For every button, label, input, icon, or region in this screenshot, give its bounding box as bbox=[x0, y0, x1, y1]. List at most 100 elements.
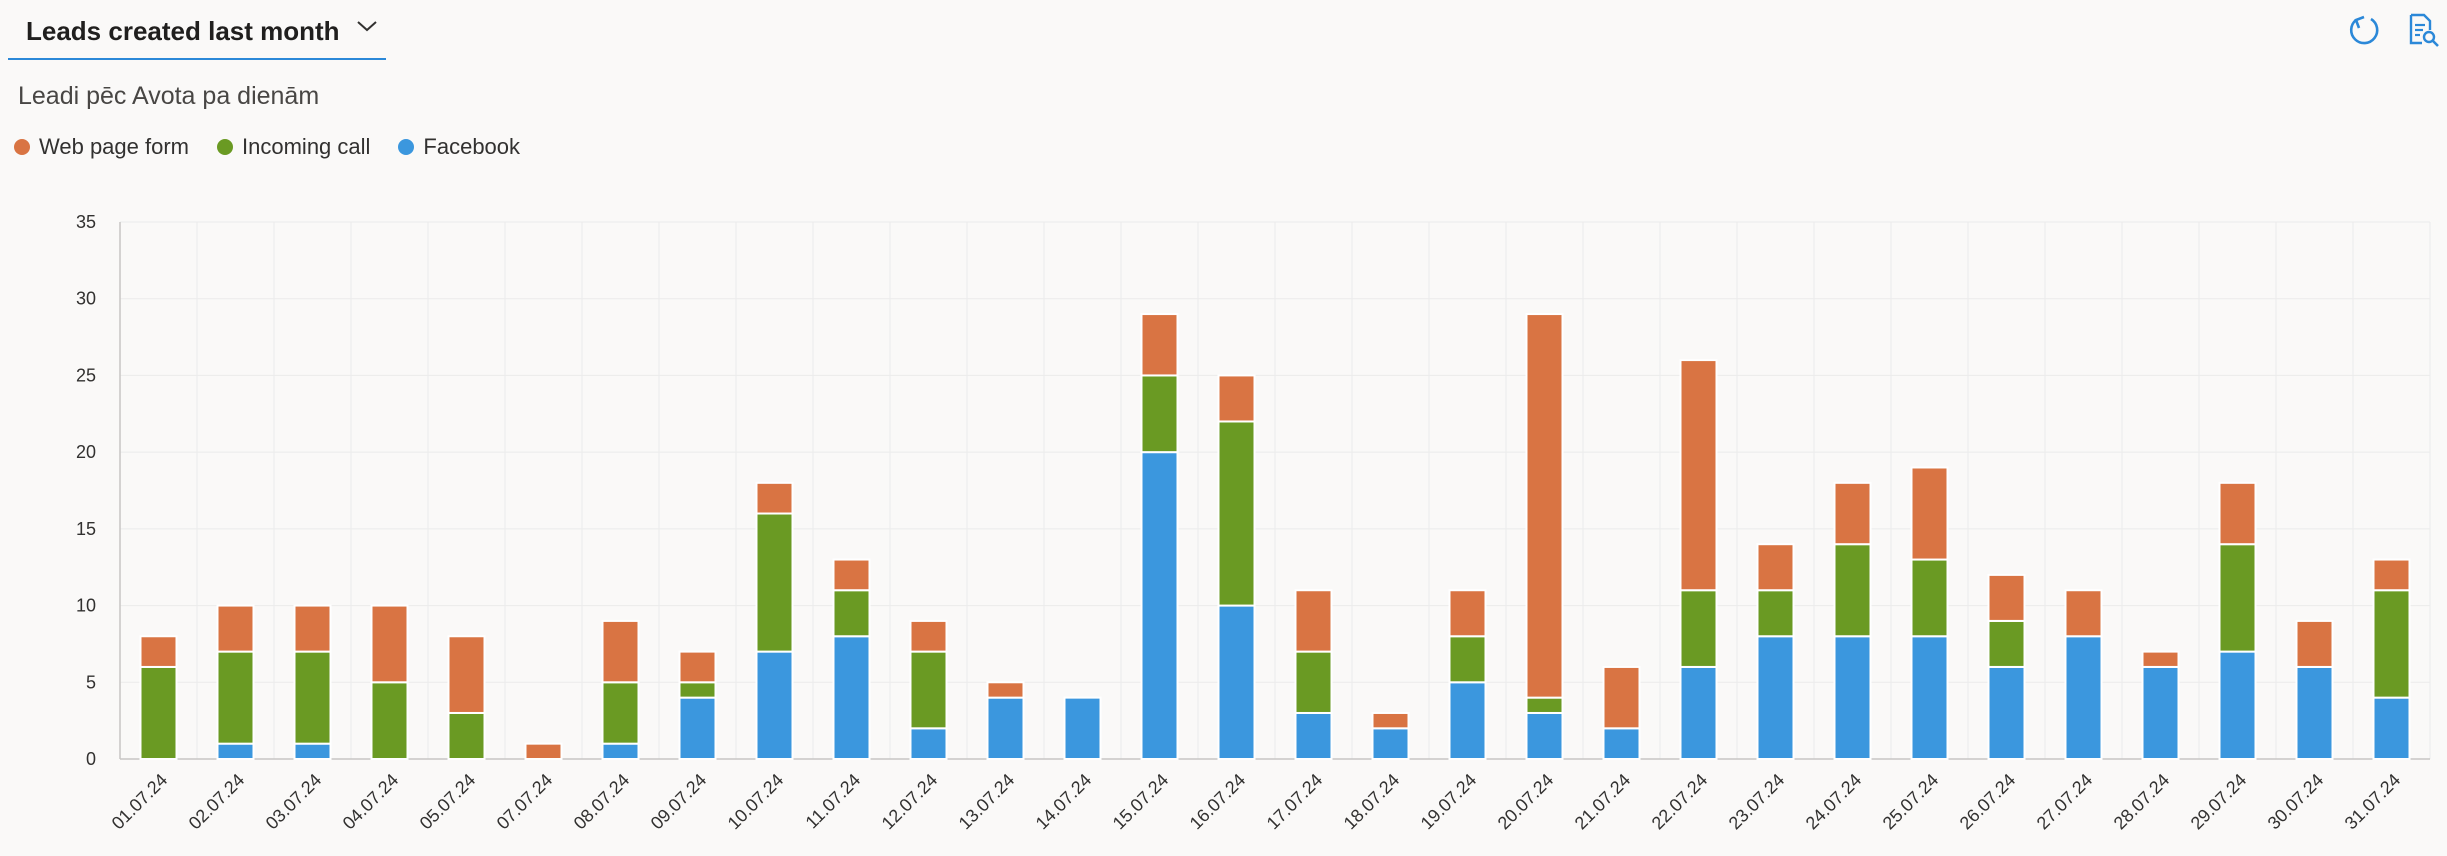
bar-facebook bbox=[1602, 727, 1641, 760]
legend-dot-incoming-call bbox=[217, 139, 234, 155]
x-tick-label: 11.07.24 bbox=[802, 770, 865, 833]
bar-facebook bbox=[755, 650, 794, 760]
x-tick-label: 22.07.24 bbox=[1648, 770, 1712, 834]
x-tick-label: 31.07.24 bbox=[2341, 770, 2405, 834]
bar-web-page-form bbox=[524, 742, 563, 761]
bar-facebook bbox=[2064, 635, 2103, 760]
bar-facebook bbox=[909, 727, 948, 760]
y-tick-label: 10 bbox=[76, 596, 96, 616]
bar-web-page-form bbox=[370, 604, 409, 684]
bar-web-page-form bbox=[1217, 374, 1256, 423]
bar-incoming-call bbox=[1140, 374, 1179, 454]
x-tick-label: 13.07.24 bbox=[955, 770, 1019, 834]
bar-web-page-form bbox=[1987, 573, 2026, 622]
bar-facebook bbox=[1294, 711, 1333, 761]
bar-web-page-form bbox=[1602, 665, 1641, 730]
x-tick-label: 14.07.24 bbox=[1032, 770, 1096, 834]
bar-facebook bbox=[2372, 696, 2411, 761]
x-tick-label: 08.07.24 bbox=[570, 770, 634, 834]
chart-legend: Web page form Incoming call Facebook bbox=[14, 134, 548, 160]
bar-incoming-call bbox=[909, 650, 948, 730]
bar-incoming-call bbox=[1217, 420, 1256, 607]
bar-incoming-call bbox=[1910, 558, 1949, 638]
bar-facebook bbox=[216, 742, 255, 761]
bar-facebook bbox=[832, 635, 871, 760]
y-tick-label: 25 bbox=[76, 365, 96, 385]
legend-dot-web-page-form bbox=[14, 139, 30, 155]
x-tick-label: 16.07.24 bbox=[1186, 770, 1250, 834]
bar-web-page-form bbox=[2295, 619, 2334, 668]
bar-facebook bbox=[1679, 665, 1718, 761]
x-tick-label: 03.07.24 bbox=[262, 770, 326, 834]
bar-web-page-form bbox=[1448, 589, 1487, 638]
legend-item-web-page-form[interactable]: Web page form bbox=[14, 134, 189, 160]
x-tick-label: 19.07.24 bbox=[1417, 770, 1481, 834]
bar-facebook bbox=[1217, 604, 1256, 760]
x-tick-label: 23.07.24 bbox=[1725, 770, 1789, 834]
bar-facebook bbox=[1833, 635, 1872, 760]
header-bar: Leads created last month bbox=[0, 0, 2447, 62]
bar-facebook bbox=[678, 696, 717, 761]
chart-title: Leadi pēc Avota pa dienām bbox=[18, 82, 320, 110]
legend-label: Web page form bbox=[39, 134, 190, 159]
x-tick-label: 29.07.24 bbox=[2187, 770, 2251, 834]
refresh-icon bbox=[2344, 15, 2384, 54]
bar-incoming-call bbox=[1525, 696, 1564, 714]
chevron-down-icon bbox=[356, 19, 378, 38]
bar-incoming-call bbox=[1987, 619, 2026, 668]
bar-incoming-call bbox=[755, 512, 794, 653]
x-tick-label: 30.07.24 bbox=[2264, 770, 2328, 834]
legend-dot-facebook bbox=[398, 139, 415, 155]
bar-facebook bbox=[1371, 727, 1410, 760]
document-search-icon bbox=[2402, 13, 2442, 54]
legend-item-incoming-call[interactable]: Incoming call bbox=[217, 134, 370, 160]
bar-incoming-call bbox=[2372, 589, 2411, 699]
bar-web-page-form bbox=[1756, 543, 1795, 592]
x-tick-label: 21.07.24 bbox=[1571, 770, 1635, 834]
bar-facebook bbox=[293, 742, 332, 761]
bar-incoming-call bbox=[1833, 543, 1872, 638]
bar-facebook bbox=[1756, 635, 1795, 760]
bar-facebook bbox=[2218, 650, 2257, 760]
legend-label: Incoming call bbox=[242, 134, 371, 159]
y-tick-label: 20 bbox=[76, 442, 96, 462]
view-title: Leads created last month bbox=[26, 15, 340, 46]
bar-facebook bbox=[1140, 451, 1179, 760]
bar-web-page-form bbox=[1833, 481, 1872, 546]
legend-item-facebook[interactable]: Facebook bbox=[398, 134, 520, 160]
x-tick-label: 25.07.24 bbox=[1879, 770, 1943, 834]
x-tick-label: 26.07.24 bbox=[1956, 770, 2020, 834]
bar-incoming-call bbox=[447, 711, 486, 761]
bar-facebook bbox=[2295, 665, 2334, 761]
view-selector[interactable]: Leads created last month bbox=[8, 4, 386, 60]
bar-web-page-form bbox=[2141, 650, 2180, 668]
bar-incoming-call bbox=[216, 650, 255, 745]
bar-facebook bbox=[1063, 696, 1102, 761]
refresh-button[interactable] bbox=[2344, 10, 2384, 50]
legend-label: Facebook bbox=[423, 134, 521, 159]
bar-facebook bbox=[1525, 711, 1564, 761]
bar-web-page-form bbox=[1371, 711, 1410, 730]
bar-incoming-call bbox=[2218, 543, 2257, 653]
y-tick-label: 35 bbox=[76, 212, 96, 232]
bar-web-page-form bbox=[1910, 466, 1949, 561]
x-tick-label: 10.07.24 bbox=[724, 770, 788, 834]
y-tick-label: 30 bbox=[76, 289, 96, 309]
bar-web-page-form bbox=[139, 635, 178, 668]
document-search-button[interactable] bbox=[2402, 10, 2442, 50]
bar-web-page-form bbox=[447, 635, 486, 714]
bar-facebook bbox=[986, 696, 1025, 761]
x-tick-label: 07.07.24 bbox=[493, 770, 557, 834]
x-tick-label: 24.07.24 bbox=[1802, 770, 1866, 834]
x-tick-label: 15.07.24 bbox=[1109, 770, 1173, 834]
bar-facebook bbox=[2141, 665, 2180, 761]
y-tick-label: 15 bbox=[76, 519, 96, 539]
x-tick-label: 12.07.24 bbox=[878, 770, 942, 834]
bar-web-page-form bbox=[2064, 589, 2103, 638]
bar-facebook bbox=[1910, 635, 1949, 760]
bar-web-page-form bbox=[216, 604, 255, 653]
bar-facebook bbox=[1448, 681, 1487, 760]
x-tick-label: 04.07.24 bbox=[339, 770, 403, 834]
bar-incoming-call bbox=[293, 650, 332, 745]
x-tick-label: 27.07.24 bbox=[2033, 770, 2097, 834]
